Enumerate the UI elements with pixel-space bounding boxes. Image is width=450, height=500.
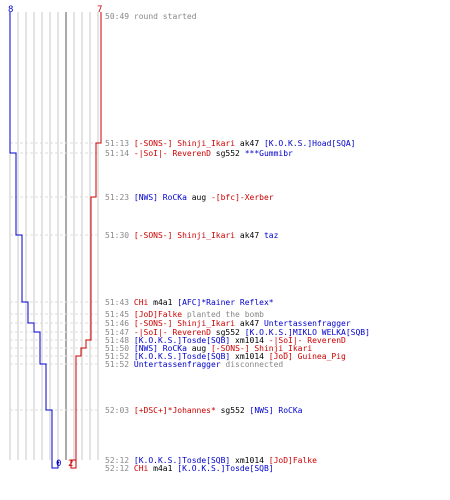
event-text: disconnected: [221, 360, 284, 369]
event-time: 51:30: [105, 231, 134, 240]
event-row: 51:46 [-SONS-] Shinji_Ikari ak47 Unterta…: [105, 319, 351, 328]
event-time: 51:48: [105, 336, 134, 345]
event-text: taz: [264, 231, 279, 240]
event-text: -[bfc]-Xerber: [211, 193, 274, 202]
event-text: Untertassenfragger: [264, 319, 351, 328]
event-text: [-SONS-] Shinji_Ikari: [134, 139, 235, 148]
event-text: -|SoI|- ReverenD: [134, 328, 211, 337]
event-row: 50:49 round started: [105, 12, 197, 21]
event-time: 51:52: [105, 360, 134, 369]
event-text: xm1014: [230, 336, 269, 345]
red-team-alive-line: [70, 12, 102, 469]
event-row: 51:52 [K.O.K.S.]Tosde[SQB] xm1014 [JoD] …: [105, 352, 346, 361]
event-text: [NWS] RoCKa: [134, 344, 187, 353]
blue-team-alive-line: [9, 12, 59, 469]
event-row: 51:50 [NWS] RoCKa aug [-SONS-] Shinji_Ik…: [105, 344, 312, 353]
event-text: [K.O.K.S.]Hoad[SQA]: [264, 139, 356, 148]
event-row: 51:48 [K.O.K.S.]Tosde[SQB] xm1014 -|SoI|…: [105, 336, 346, 345]
event-time: 51:23: [105, 193, 134, 202]
event-text: m4a1: [148, 298, 177, 307]
event-text: sg552: [216, 406, 250, 415]
event-row: 52:03 [+DSC+]*Johannes* sg552 [NWS] RoCK…: [105, 406, 303, 415]
event-text: ak47: [235, 139, 264, 148]
event-text: xm1014: [230, 456, 269, 465]
event-text: ak47: [235, 319, 264, 328]
event-text: [-SONS-] Shinji_Ikari: [211, 344, 312, 353]
event-row: 52:12 CHi m4a1 [K.O.K.S.]Tosde[SQB]: [105, 464, 274, 473]
event-row: 51:45 [JoD]Falke planted the bomb: [105, 310, 264, 319]
event-text: CHi: [134, 464, 149, 473]
event-text: [NWS] RoCKa: [250, 406, 303, 415]
event-text: aug: [187, 193, 211, 202]
event-time: 51:14: [105, 149, 134, 158]
event-time: 52:12: [105, 456, 134, 465]
event-text: sg552: [211, 149, 245, 158]
event-text: sg552: [211, 328, 245, 337]
event-row: 51:14 -|SoI|- ReverenD sg552 ***Gummibr: [105, 149, 293, 158]
event-text: -|SoI|- ReverenD: [134, 149, 211, 158]
event-row: 51:13 [-SONS-] Shinji_Ikari ak47 [K.O.K.…: [105, 139, 355, 148]
event-time: 51:52: [105, 352, 134, 361]
event-time: 51:47: [105, 328, 134, 337]
event-text: Untertassenfragger: [134, 360, 221, 369]
event-text: CHi: [134, 298, 149, 307]
event-text: planted the bomb: [182, 310, 264, 319]
event-time: 52:03: [105, 406, 134, 415]
event-text: round started: [134, 12, 197, 21]
event-text: m4a1: [148, 464, 177, 473]
event-text: [K.O.K.S.]Tosde[SQB]: [134, 352, 230, 361]
event-time: 51:13: [105, 139, 134, 148]
event-text: [-SONS-] Shinji_Ikari: [134, 231, 235, 240]
event-text: -|SoI|- ReverenD: [269, 336, 346, 345]
event-time: 50:49: [105, 12, 134, 21]
event-text: ***Gummibr: [245, 149, 293, 158]
event-text: [K.O.K.S.]Tosde[SQB]: [134, 456, 230, 465]
event-text: [K.O.K.S.]MIKLO WELKA[SQB]: [245, 328, 370, 337]
event-text: [-SONS-] Shinji_Ikari: [134, 319, 235, 328]
event-text: [JoD] Guinea_Pig: [269, 352, 346, 361]
event-text: [JoD]Falke: [134, 310, 182, 319]
event-text: [+DSC+]*Johannes*: [134, 406, 216, 415]
event-text: [K.O.K.S.]Tosde[SQB]: [177, 464, 273, 473]
event-row: 51:30 [-SONS-] Shinji_Ikari ak47 taz: [105, 231, 279, 240]
event-row: 51:47 -|SoI|- ReverenD sg552 [K.O.K.S.]M…: [105, 328, 370, 337]
event-time: 51:46: [105, 319, 134, 328]
red-end-count: 2: [68, 459, 73, 469]
event-time: 51:43: [105, 298, 134, 307]
event-row: 51:43 CHi m4a1 [AFC]*Rainer Reflex*: [105, 298, 274, 307]
event-text: ak47: [235, 231, 264, 240]
blue-end-count: 0: [56, 459, 61, 469]
event-row: 52:12 [K.O.K.S.]Tosde[SQB] xm1014 [JoD]F…: [105, 456, 317, 465]
event-time: 51:50: [105, 344, 134, 353]
event-row: 51:52 Untertassenfragger disconnected: [105, 360, 283, 369]
event-text: [NWS] RoCKa: [134, 193, 187, 202]
event-time: 51:45: [105, 310, 134, 319]
red-start-count: 7: [97, 5, 102, 15]
event-time: 52:12: [105, 464, 134, 473]
event-text: aug: [187, 344, 211, 353]
event-text: xm1014: [230, 352, 269, 361]
event-row: 51:23 [NWS] RoCKa aug -[bfc]-Xerber: [105, 193, 274, 202]
event-text: [AFC]*Rainer Reflex*: [177, 298, 274, 307]
event-text: [JoD]Falke: [269, 456, 317, 465]
blue-start-count: 8: [8, 5, 13, 15]
event-text: [K.O.K.S.]Tosde[SQB]: [134, 336, 230, 345]
